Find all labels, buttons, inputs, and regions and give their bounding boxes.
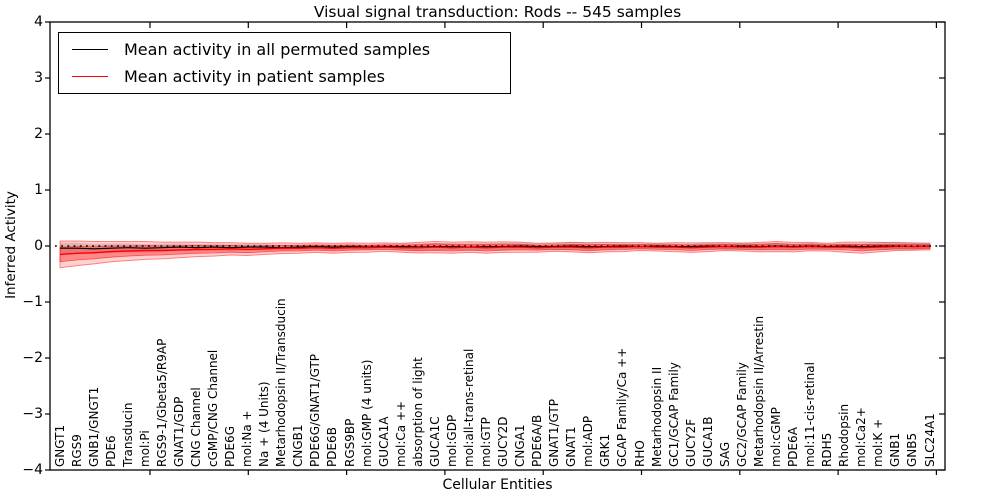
legend-line-permuted-icon — [72, 49, 108, 50]
x-tick-label: mol:K + — [871, 418, 886, 467]
y-tick-label: −1 — [22, 294, 43, 310]
x-tick-label: RHO — [632, 440, 647, 467]
x-tick-label: GC1/GCAP Family — [666, 362, 681, 467]
x-tick-label: GNAT1/GDP — [171, 396, 186, 467]
x-tick-label: mol:ADP — [581, 415, 596, 467]
x-tick-label: absorption of light — [410, 357, 425, 467]
x-tick-label: mol:GMP (4 units) — [359, 359, 374, 467]
x-tick-label: mol:Na + — [240, 410, 255, 467]
x-tick-label: CNGA1 — [513, 424, 528, 468]
x-tick-label: mol:Ca2+ — [854, 407, 869, 467]
patient-mean-line — [59, 245, 930, 256]
x-tick-label: GNGT1 — [52, 424, 67, 467]
x-tick-label: GUCY2F — [683, 418, 698, 467]
x-tick-label: CNG Channel — [188, 387, 203, 467]
x-tick-label: Transducin — [120, 402, 135, 467]
x-tick-label: mol:Ca ++ — [393, 400, 408, 467]
x-tick-label: GUCA1B — [700, 416, 715, 467]
x-tick-label: mol:Pi — [137, 430, 152, 467]
legend-entry-permuted: Mean activity in all permuted samples — [59, 37, 510, 63]
x-tick-label: GC2/GCAP Family — [734, 362, 749, 467]
x-tick-label: RGS9-1/Gbeta5/R9AP — [154, 338, 169, 467]
x-tick-label: PDE6A — [786, 427, 801, 467]
x-tick-label: GNB1 — [888, 432, 903, 467]
legend-label-permuted: Mean activity in all permuted samples — [124, 40, 431, 59]
x-tick-label: mol:cGMP — [768, 407, 783, 467]
y-tick-label: 1 — [34, 182, 43, 198]
x-tick-label: mol:GTP — [478, 417, 493, 467]
y-tick-label: 4 — [34, 14, 43, 30]
x-tick-label: SAG — [717, 441, 732, 467]
y-tick-label: 2 — [34, 126, 43, 142]
y-tick-label: −4 — [22, 462, 43, 478]
x-tick-label: PDE6A/B — [530, 414, 545, 467]
x-tick-label: RGS9BP — [342, 418, 357, 467]
x-tick-label: PDE6 — [103, 435, 118, 467]
x-tick-label: Metarhodopsin II — [649, 366, 664, 467]
x-tick-label: GNB1/GNGT1 — [86, 386, 101, 467]
x-tick-label: GNAT1/GTP — [547, 399, 562, 467]
x-axis-label: Cellular Entities — [442, 477, 553, 493]
legend-label-patient: Mean activity in patient samples — [124, 67, 385, 86]
x-tick-label: GUCA1C — [427, 416, 442, 467]
legend-entry-patient: Mean activity in patient samples — [59, 64, 510, 90]
x-tick-label: GNB5 — [905, 432, 920, 467]
y-tick-label: 3 — [34, 70, 43, 86]
y-tick-label: −2 — [22, 350, 43, 366]
x-tick-label: Na + (4 Units) — [257, 381, 272, 467]
x-tick-label: mol:11-cis-retinal — [803, 362, 818, 467]
x-tick-label: SLC24A1 — [922, 413, 937, 467]
x-tick-label: Metarhodopsin II/Transducin — [274, 298, 289, 467]
x-tick-label: GUCA1A — [376, 416, 391, 467]
x-tick-label: PDE6G — [223, 426, 238, 467]
x-tick-label: GCAP Family/Ca ++ — [615, 347, 630, 467]
chart-title: Visual signal transduction: Rods -- 545 … — [313, 3, 682, 21]
x-tick-label: GNAT1 — [564, 426, 579, 467]
x-tick-label: Metarhodopsin II/Arrestin — [751, 315, 766, 467]
x-tick-label: mol:GDP — [444, 414, 459, 467]
x-tick-label: RGS9 — [69, 434, 84, 467]
x-tick-label: PDE6B — [325, 427, 340, 467]
x-tick-label: GUCY2D — [496, 416, 511, 467]
legend-line-patient-icon — [72, 76, 108, 77]
x-tick-label: Rhodopsin — [837, 403, 852, 467]
y-tick-label: 0 — [34, 238, 43, 254]
x-tick-label: cGMP/CNG Channel — [206, 349, 221, 467]
x-tick-label: GRK1 — [598, 433, 613, 467]
x-tick-label: CNGB1 — [291, 424, 306, 467]
x-tick-label: mol:all-trans-retinal — [461, 348, 476, 467]
legend: Mean activity in all permuted samples Me… — [58, 32, 511, 94]
x-tick-label: PDE6G/GNAT1/GTP — [308, 353, 323, 467]
y-tick-label: −3 — [22, 406, 43, 422]
x-tick-label: RDH5 — [820, 432, 835, 467]
